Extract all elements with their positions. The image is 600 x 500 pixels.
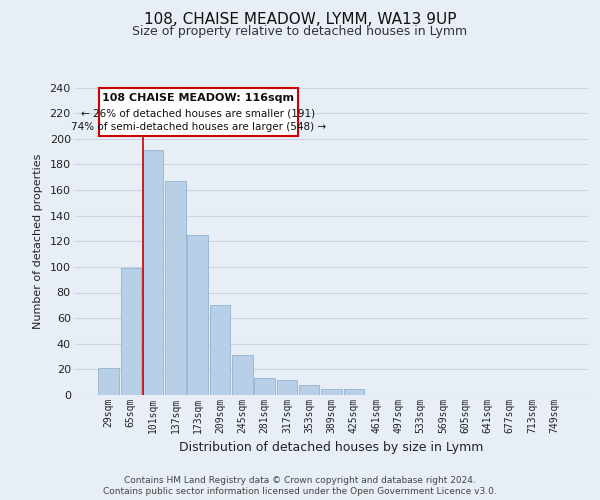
Bar bbox=[210, 306, 230, 395]
Bar bbox=[321, 388, 342, 395]
Text: 74% of semi-detached houses are larger (548) →: 74% of semi-detached houses are larger (… bbox=[71, 122, 326, 132]
Bar bbox=[121, 268, 141, 395]
Bar bbox=[254, 378, 275, 395]
Bar bbox=[344, 388, 364, 395]
Bar bbox=[299, 385, 319, 395]
Bar bbox=[277, 380, 297, 395]
Bar bbox=[187, 235, 208, 395]
Bar bbox=[98, 368, 119, 395]
Text: ← 26% of detached houses are smaller (191): ← 26% of detached houses are smaller (19… bbox=[81, 108, 316, 118]
Text: Contains HM Land Registry data © Crown copyright and database right 2024.: Contains HM Land Registry data © Crown c… bbox=[124, 476, 476, 485]
Bar bbox=[143, 150, 163, 395]
X-axis label: Distribution of detached houses by size in Lymm: Distribution of detached houses by size … bbox=[179, 442, 484, 454]
Bar bbox=[232, 356, 253, 395]
Bar bbox=[165, 181, 186, 395]
Text: 108 CHAISE MEADOW: 116sqm: 108 CHAISE MEADOW: 116sqm bbox=[103, 92, 295, 102]
FancyBboxPatch shape bbox=[98, 88, 298, 136]
Text: Contains public sector information licensed under the Open Government Licence v3: Contains public sector information licen… bbox=[103, 488, 497, 496]
Y-axis label: Number of detached properties: Number of detached properties bbox=[32, 154, 43, 329]
Text: Size of property relative to detached houses in Lymm: Size of property relative to detached ho… bbox=[133, 25, 467, 38]
Text: 108, CHAISE MEADOW, LYMM, WA13 9UP: 108, CHAISE MEADOW, LYMM, WA13 9UP bbox=[144, 12, 456, 28]
